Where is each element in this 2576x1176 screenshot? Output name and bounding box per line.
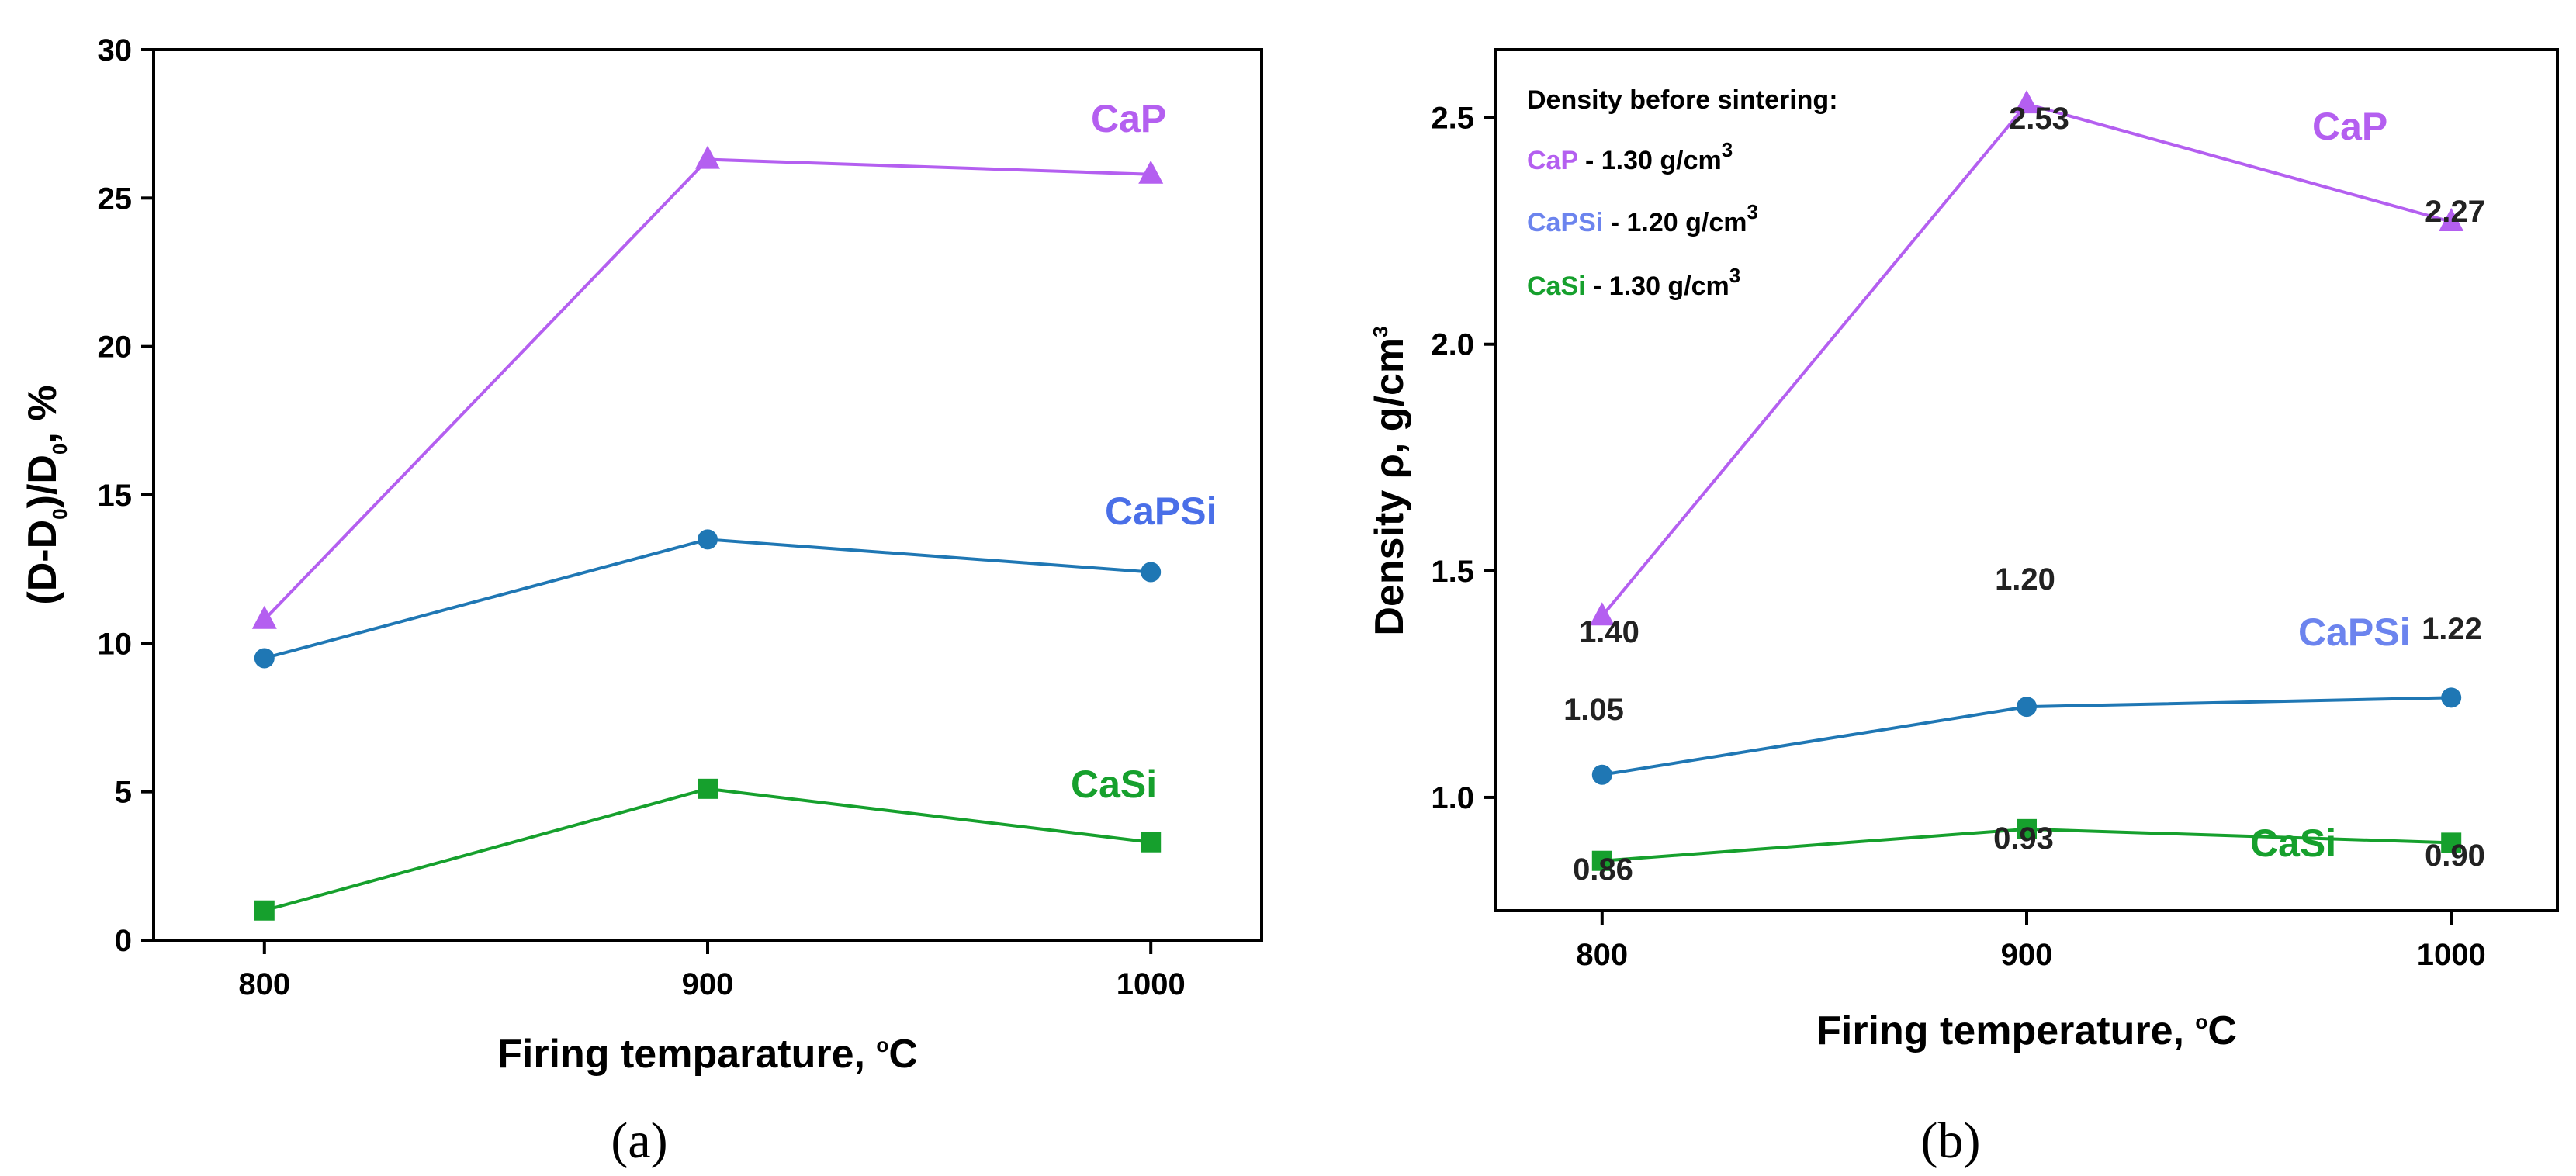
y-tick-label: 25	[98, 182, 133, 216]
data-point-cap	[251, 605, 277, 629]
chart-b-series	[1589, 90, 2464, 871]
chart-b-x-ticks: 800 900 1000	[1576, 911, 2486, 972]
series-line-capsi	[264, 538, 1151, 660]
data-label-cap: 2.53	[2009, 102, 2069, 136]
chart-b-x-axis-label: Firing temperature, oC	[1816, 1008, 2237, 1053]
chart-b-y-ticks: 1.0 1.5 2.0 2.5	[1431, 102, 1496, 815]
data-label-capsi: 1.20	[1995, 562, 2055, 597]
chart-a-series-labels: CaP CaPSi CaSi	[1071, 97, 1217, 806]
chart-a-y-axis-label: (D-D0)/D0, %	[20, 385, 71, 604]
data-point-capsi	[1591, 764, 1612, 785]
series-label-cap: CaP	[2312, 105, 2387, 148]
chart-b: 1.0 1.5 2.0 2.5 800 900 1000 CaP CaPSi CaSi 1.4…	[1367, 48, 2559, 1169]
data-point-casi	[2441, 832, 2462, 853]
chart-b-legend-entry-capsi: CaPSi - 1.20 g/cm3	[1527, 200, 1758, 237]
y-tick-label: 15	[98, 479, 133, 513]
data-label-casi: 0.90	[2425, 839, 2485, 873]
data-label-capsi: 1.05	[1563, 693, 1624, 727]
data-point-capsi	[1141, 562, 1162, 583]
data-label-cap: 1.40	[1579, 615, 1639, 649]
data-point-casi	[1591, 850, 1612, 871]
y-tick-label: 1.5	[1431, 555, 1474, 589]
x-tick-label: 800	[1576, 938, 1628, 972]
data-point-cap	[2439, 208, 2464, 231]
chart-b-panel-label: (b)	[1921, 1112, 1981, 1169]
data-label-cap: 2.27	[2425, 195, 2485, 229]
chart-b-legend-entry-casi: CaSi - 1.30 g/cm3	[1527, 264, 1740, 301]
legend-entry-name: CaSi	[1527, 272, 1586, 301]
data-point-casi	[698, 778, 718, 799]
data-label-casi: 0.93	[1993, 821, 2054, 856]
data-point-capsi	[2017, 697, 2037, 718]
legend-entry-name: CaP	[1527, 146, 1578, 175]
y-tick-label: 30	[98, 33, 133, 67]
chart-b-data-labels: 1.40 2.53 2.27 1.05 1.20 1.22 0.86 0.93 0.90	[1563, 102, 2485, 887]
y-tick-label: 1.0	[1431, 781, 1474, 815]
series-line-casi	[264, 787, 1151, 912]
data-point-cap	[695, 145, 720, 169]
data-point-casi	[1141, 832, 1162, 853]
data-point-capsi	[2441, 687, 2462, 708]
x-tick-label: 1000	[2417, 938, 2486, 972]
chart-a: 0 5 10 15 20 25 30 800 900 1000 CaP CaPSi CaSi Fir…	[20, 33, 1263, 1169]
chart-b-series-labels: CaP CaPSi CaSi	[2250, 105, 2411, 865]
data-point-capsi	[698, 529, 718, 550]
y-tick-label: 10	[98, 627, 133, 661]
series-label-casi: CaSi	[2250, 821, 2336, 865]
data-point-cap	[2014, 90, 2039, 114]
series-label-casi: CaSi	[1071, 763, 1157, 806]
chart-b-plot-frame	[1494, 48, 2559, 912]
data-point-casi	[2017, 818, 2037, 839]
chart-b-legend-title: Density before sintering:	[1527, 85, 1838, 115]
series-line-cap	[263, 157, 1151, 621]
data-point-cap	[1589, 602, 1615, 626]
chart-a-panel-label: (a)	[611, 1112, 667, 1169]
chart-b-legend-entry-cap: CaP - 1.30 g/cm3	[1527, 138, 1733, 175]
y-tick-label: 5	[115, 776, 132, 810]
y-tick-label: 2.5	[1431, 102, 1474, 136]
chart-a-y-ticks: 0 5 10 15 20 25 30	[98, 33, 154, 958]
data-label-capsi: 1.22	[2422, 612, 2482, 646]
data-point-casi	[254, 900, 275, 921]
data-point-capsi	[254, 648, 275, 669]
y-tick-label: 20	[98, 330, 133, 365]
chart-a-x-axis-label: Firing temparature, oC	[497, 1032, 918, 1077]
chart-a-x-ticks: 800 900 1000	[238, 940, 1186, 1001]
x-tick-label: 900	[2001, 938, 2053, 972]
x-tick-label: 800	[238, 967, 290, 1001]
series-label-capsi: CaPSi	[2298, 610, 2411, 654]
data-point-cap	[1138, 160, 1164, 184]
chart-a-plot-frame	[152, 48, 1263, 942]
y-tick-label: 2.0	[1431, 328, 1474, 362]
data-label-casi: 0.86	[1573, 853, 1633, 887]
chart-b-legend: Density before sintering: CaP - 1.30 g/c…	[1527, 85, 1838, 301]
series-line-cap	[1601, 102, 2452, 617]
series-label-capsi: CaPSi	[1105, 489, 1217, 533]
legend-entry-name: CaPSi	[1527, 208, 1603, 237]
chart-a-series	[251, 145, 1164, 921]
series-label-cap: CaP	[1091, 97, 1166, 140]
x-tick-label: 1000	[1117, 967, 1186, 1001]
chart-b-y-axis-label: Density ρ, g/cm3	[1367, 326, 1412, 635]
x-tick-label: 900	[682, 967, 734, 1001]
y-tick-label: 0	[115, 924, 132, 958]
